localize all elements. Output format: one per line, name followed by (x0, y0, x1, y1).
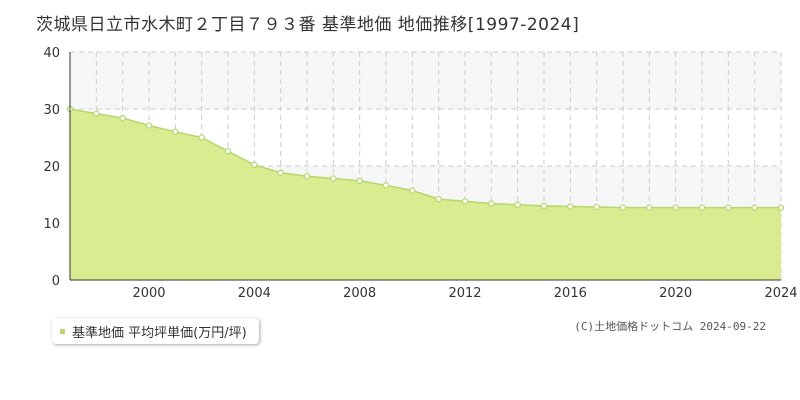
legend-marker-icon (60, 328, 65, 334)
data-point (488, 200, 495, 207)
x-tick-label: 2016 (554, 286, 587, 301)
data-point (330, 175, 337, 182)
data-point (751, 204, 758, 211)
data-point (593, 203, 600, 211)
x-tick-label: 2024 (764, 286, 797, 301)
data-point (251, 161, 258, 169)
series-area (70, 109, 781, 280)
data-point (435, 195, 442, 203)
copyright-text: (C)土地価格ドットコム 2024-09-22 (574, 320, 766, 333)
data-point (540, 202, 548, 210)
x-tick-label: 2000 (132, 286, 165, 301)
data-point (224, 147, 232, 155)
data-point (93, 110, 100, 117)
data-point (698, 204, 706, 211)
data-point (277, 169, 284, 177)
data-point (198, 134, 205, 141)
data-point (672, 204, 679, 211)
x-tick-label: 2012 (448, 286, 481, 301)
data-point (303, 173, 311, 180)
data-point (725, 204, 732, 211)
y-tick-label: 0 (52, 274, 60, 289)
x-tick-label: 2020 (659, 286, 692, 301)
data-point (119, 114, 126, 122)
data-point (619, 204, 627, 211)
y-tick-label: 20 (43, 160, 60, 175)
chart-title: 茨城県日立市水木町２丁目７９３番 基準地価 地価推移[1997-2024] (36, 15, 580, 35)
series-line (69, 108, 781, 209)
data-point (461, 198, 469, 205)
data-point (382, 182, 390, 189)
data-point (514, 201, 521, 208)
y-tick-label: 10 (43, 217, 60, 232)
data-point (172, 128, 179, 135)
data-point (646, 204, 653, 211)
legend-label: 基準地価 平均坪単価(万円/坪) (72, 325, 247, 341)
grid-band (70, 52, 781, 109)
x-tick-label: 2008 (343, 286, 376, 301)
y-tick-label: 40 (43, 46, 60, 61)
data-point (777, 204, 785, 211)
data-point (145, 122, 153, 129)
y-tick-label: 30 (43, 103, 60, 118)
data-point (409, 187, 416, 194)
x-tick-label: 2004 (238, 286, 271, 301)
data-point (356, 177, 363, 185)
data-point (567, 203, 574, 210)
legend: 基準地価 平均坪単価(万円/坪) (52, 318, 259, 344)
